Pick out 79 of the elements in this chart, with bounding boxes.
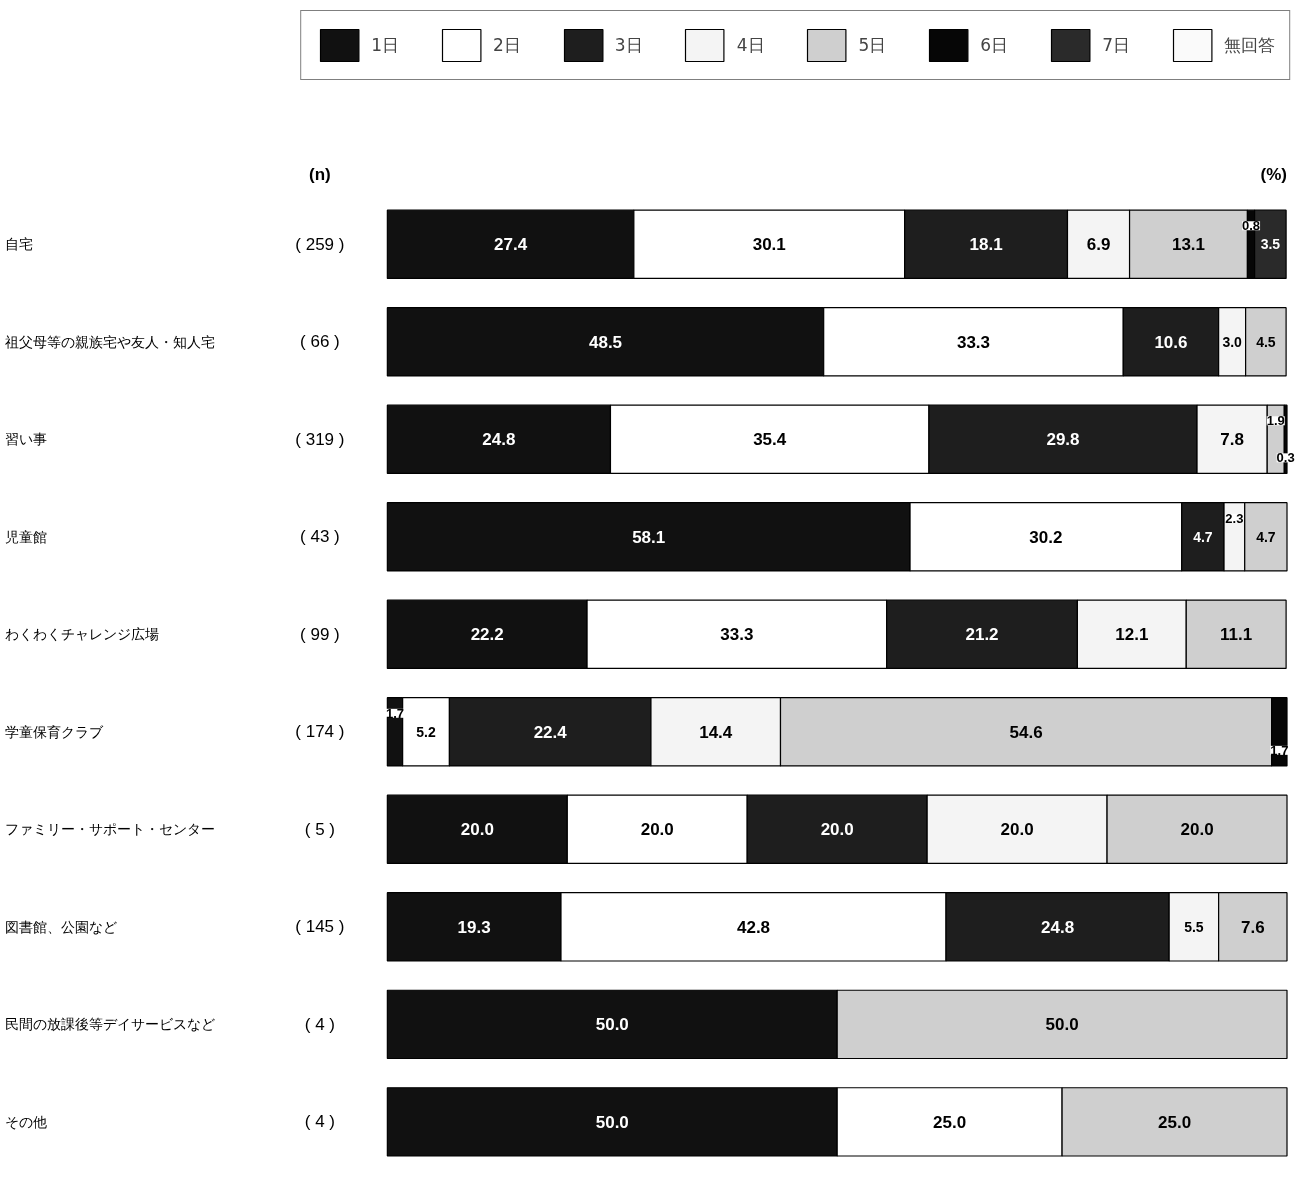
- data-label: 12.1: [1115, 625, 1149, 645]
- text: ( 4 ): [304, 1014, 335, 1034]
- y-tick-label: ファミリー・サポート・センター: [5, 821, 215, 838]
- data-label: 3.5: [1260, 236, 1281, 253]
- text: ( 5 ): [304, 819, 335, 839]
- data-label: 14.4: [699, 722, 733, 742]
- data-label: 58.1: [632, 527, 666, 547]
- data-label: 35.4: [753, 430, 787, 450]
- data-label: 18.1: [969, 235, 1003, 255]
- data-label: 27.4: [494, 235, 528, 255]
- text: ( 4 ): [304, 1112, 335, 1132]
- y-tick-label: その他: [5, 1113, 47, 1130]
- data-label: 4.5: [1256, 333, 1276, 350]
- legend-label: 4日: [736, 33, 765, 57]
- data-label: 24.8: [482, 430, 516, 450]
- data-label: 0.3: [1276, 450, 1295, 466]
- data-label: 1.7: [385, 705, 405, 721]
- data-label: 30.1: [752, 235, 786, 255]
- y-tick-label: 自宅: [5, 236, 33, 253]
- legend-label: 6日: [980, 33, 1009, 57]
- data-label: 50.0: [595, 1112, 629, 1132]
- legend-label: 3日: [614, 33, 643, 57]
- data-label: 20.0: [460, 820, 494, 840]
- legend-label: 7日: [1102, 33, 1130, 57]
- legend-label: 2日: [493, 33, 521, 57]
- data-label: 20.0: [640, 820, 674, 840]
- y-tick-label: 学童保育クラブ: [5, 723, 104, 740]
- data-label: 5.2: [416, 723, 436, 740]
- y-tick-label: 児童館: [5, 528, 47, 545]
- data-label: 33.3: [956, 332, 991, 352]
- data-label: 1.7: [1270, 742, 1289, 758]
- text: ( 43 ): [300, 527, 340, 547]
- data-label: 11.1: [1220, 625, 1253, 645]
- data-label: 2.3: [1225, 510, 1244, 526]
- text: ( 174 ): [295, 722, 345, 742]
- legend-label: 1日: [371, 33, 400, 57]
- data-label: 1.9: [1266, 413, 1285, 429]
- data-label: 4.7: [1256, 528, 1276, 545]
- data-label: 5.5: [1184, 918, 1204, 935]
- data-label: 3.0: [1222, 333, 1243, 350]
- data-label: 24.8: [1041, 917, 1075, 937]
- data-label: 25.0: [933, 1112, 967, 1132]
- legend-label: 無回答: [1224, 33, 1275, 57]
- data-label: 20.0: [1000, 820, 1034, 840]
- data-label: 7.6: [1241, 917, 1265, 937]
- text: ( 145 ): [295, 917, 345, 937]
- data-label: 0.8: [1241, 218, 1261, 234]
- data-label: 6.9: [1086, 235, 1111, 255]
- data-label: 7.8: [1220, 430, 1244, 450]
- data-label: 54.6: [1009, 722, 1043, 742]
- data-label: 20.0: [1180, 820, 1214, 840]
- data-label: 25.0: [1158, 1112, 1192, 1132]
- text: (n): [309, 164, 331, 184]
- data-label: 33.3: [720, 625, 754, 645]
- data-label: 29.8: [1046, 430, 1080, 450]
- text: ( 66 ): [300, 332, 340, 352]
- y-tick-label: わくわくチャレンジ広場: [5, 626, 159, 643]
- data-label: 4.7: [1193, 528, 1213, 545]
- data-label: 50.0: [1045, 1015, 1079, 1035]
- data-label: 20.0: [820, 820, 854, 840]
- y-tick-label: 祖父母等の親族宅や友人・知人宅: [5, 333, 215, 350]
- data-label: 22.4: [533, 722, 568, 742]
- data-label: 19.3: [457, 917, 491, 937]
- text: ( 99 ): [300, 624, 340, 644]
- y-tick-label: 習い事: [5, 431, 47, 448]
- y-tick-label: 図書館、公園など: [5, 918, 117, 935]
- data-label: 22.2: [470, 625, 504, 645]
- data-label: 50.0: [595, 1015, 629, 1035]
- data-label: 21.2: [965, 625, 999, 645]
- y-tick-label: 民間の放課後等デイサービスなど: [5, 1016, 215, 1033]
- text: (%): [1260, 164, 1288, 184]
- data-label: 10.6: [1154, 332, 1188, 352]
- data-label: 42.8: [736, 917, 771, 937]
- text: ( 319 ): [295, 429, 345, 449]
- data-label: 48.5: [588, 332, 623, 352]
- data-label: 30.2: [1029, 527, 1063, 547]
- data-label: 13.1: [1171, 235, 1206, 255]
- text: ( 259 ): [295, 234, 345, 254]
- legend-label: 5日: [858, 33, 887, 57]
